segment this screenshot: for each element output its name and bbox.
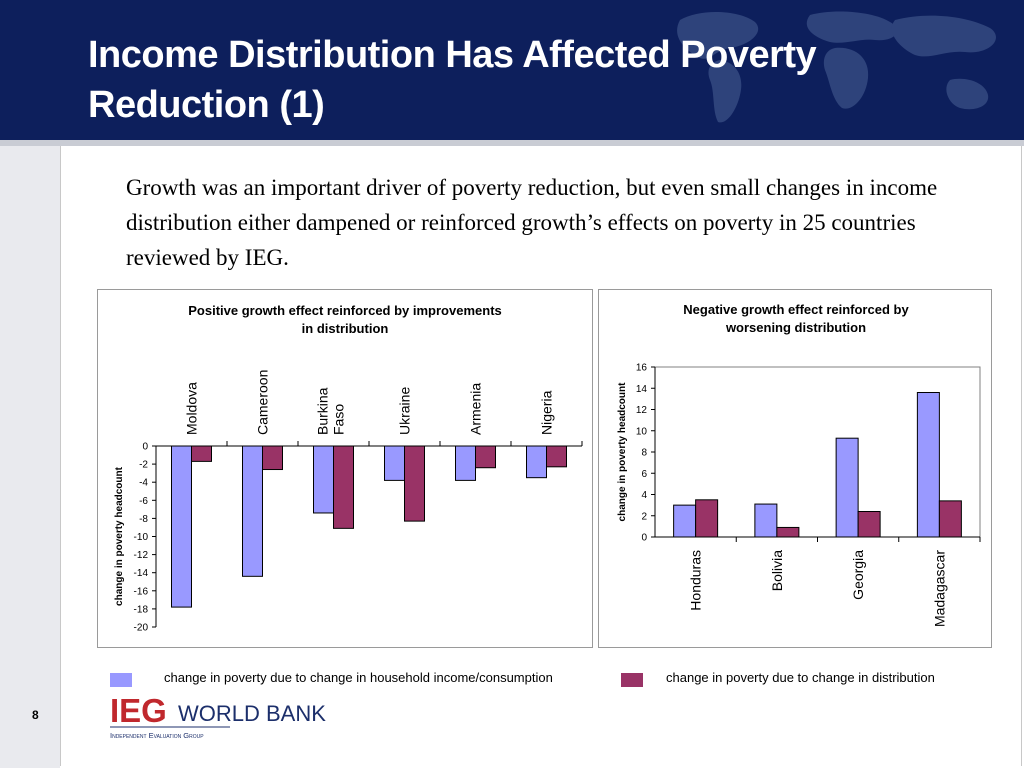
y-tick-label: -20 [134, 623, 149, 634]
legend-swatch-distribution [621, 673, 643, 687]
y-tick-label: -8 [139, 514, 148, 525]
bar-burkina-faso-series-1 [313, 445, 334, 514]
bar-moldova-series-1 [171, 445, 192, 608]
y-tick-label: -6 [139, 496, 148, 507]
bar-bolivia-series-2 [776, 526, 800, 538]
category-label-bolivia: Bolivia [769, 550, 785, 591]
world-map-watermark [677, 11, 996, 123]
y-tick-label: 12 [636, 405, 648, 416]
chart-negative-effect-svg: Negative growth effect reinforced by wors… [617, 302, 981, 627]
y-tick-label: 2 [641, 511, 647, 522]
category-label-nigeria: Nigeria [539, 390, 555, 435]
y-tick-label: -10 [134, 532, 149, 543]
logo-mark: IEG [110, 692, 167, 729]
bar-nigeria-series-1 [526, 445, 547, 479]
legend-label-distribution: change in poverty due to change in distr… [666, 670, 935, 685]
y-tick-label: 6 [641, 469, 647, 480]
category-label-armenia: Armenia [468, 383, 484, 435]
bar-cameroon-series-2 [262, 445, 283, 471]
y-tick-label: -16 [134, 586, 149, 597]
bar-bolivia-series-1 [754, 503, 778, 538]
left-margin-band [0, 146, 60, 768]
y-tick-label: 8 [641, 448, 647, 459]
bar-georgia-series-1 [835, 437, 859, 538]
y-tick-label: -18 [134, 604, 149, 615]
y-tick-label: 4 [641, 490, 647, 501]
y-axis-label: change in poverty headcount [617, 382, 628, 522]
category-label-burkina-faso: BurkinaFaso [315, 387, 347, 435]
chart-title-line: Negative growth effect reinforced by [683, 302, 909, 317]
category-label-georgia: Georgia [850, 550, 866, 600]
y-tick-label: -12 [134, 550, 149, 561]
legend-label-income: change in poverty due to change in house… [164, 670, 553, 685]
y-tick-label: 0 [142, 442, 148, 453]
y-tick-label: 0 [641, 533, 647, 544]
y-tick-label: 16 [636, 363, 648, 374]
logo-subtitle: Independent Evaluation Group [110, 731, 204, 740]
slide-title: Income Distribution Has Affected Poverty… [88, 30, 948, 130]
chart-title-line: worsening distribution [725, 320, 866, 335]
category-label-moldova: Moldova [184, 382, 200, 435]
ieg-world-bank-logo: IEG WORLD BANK Independent Evaluation Gr… [110, 692, 326, 740]
category-label-honduras: Honduras [688, 550, 704, 611]
bar-ukraine-series-1 [384, 445, 405, 481]
bar-georgia-series-2 [857, 511, 881, 538]
y-tick-label: 14 [636, 384, 648, 395]
bar-armenia-series-2 [475, 445, 496, 469]
y-tick-label: -14 [134, 568, 149, 579]
y-tick-label: -2 [139, 460, 148, 471]
title-banner: Income Distribution Has Affected Poverty… [0, 0, 1024, 140]
chart-title-line: in distribution [302, 321, 389, 336]
bar-ukraine-series-2 [404, 445, 425, 522]
y-axis-label: change in poverty headcount [114, 466, 125, 606]
chart-negative-effect: Negative growth effect reinforced by wors… [598, 289, 992, 648]
chart-positive-effect-svg: Positive growth effect reinforced by imp… [114, 303, 583, 634]
chart-title-line: Positive growth effect reinforced by imp… [188, 303, 502, 318]
category-label-cameroon: Cameroon [255, 370, 271, 435]
logo-name: WORLD BANK [178, 701, 326, 726]
chart-positive-effect: Positive growth effect reinforced by imp… [97, 289, 593, 648]
legend-swatch-income [110, 673, 132, 687]
bar-burkina-faso-series-2 [333, 445, 354, 529]
page-number: 8 [32, 708, 39, 722]
y-tick-label: -4 [139, 478, 148, 489]
bar-honduras-series-1 [673, 504, 697, 538]
category-label-madagascar: Madagascar [931, 550, 947, 627]
category-label-ukraine: Ukraine [397, 387, 413, 435]
bar-nigeria-series-2 [546, 445, 567, 468]
header-divider [0, 140, 1024, 146]
slide-title-line-2: Reduction (1) [88, 84, 325, 126]
bar-madagascar-series-1 [916, 392, 940, 538]
bar-honduras-series-2 [695, 499, 719, 538]
bar-armenia-series-1 [455, 445, 476, 481]
bar-cameroon-series-1 [242, 445, 263, 577]
bar-moldova-series-2 [191, 445, 212, 462]
bar-madagascar-series-2 [938, 500, 962, 538]
slide-title-line-1: Income Distribution Has Affected Poverty [88, 34, 817, 76]
y-tick-label: 10 [636, 426, 648, 437]
content-frame [60, 146, 1022, 766]
intro-paragraph: Growth was an important driver of povert… [126, 175, 938, 270]
